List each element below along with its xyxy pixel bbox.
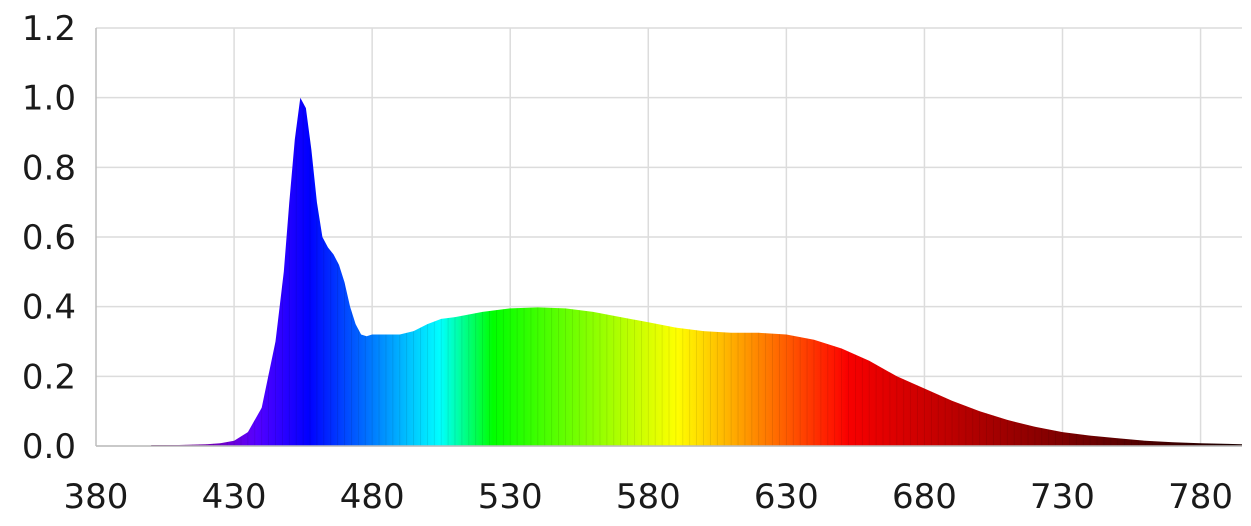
x-tick-label: 530 — [478, 477, 543, 517]
y-tick-label: 0.6 — [22, 218, 76, 258]
axes — [95, 28, 1242, 447]
y-tick-label: 1.2 — [22, 9, 76, 49]
spectrum-area — [151, 97, 1243, 446]
y-tick-label: 1.0 — [22, 79, 76, 119]
x-tick-label: 730 — [1030, 477, 1095, 517]
y-tick-labels: 0.0 0.2 0.4 0.6 0.8 1.0 1.2 — [22, 9, 76, 467]
y-tick-label: 0.0 — [22, 427, 76, 467]
x-tick-label: 380 — [64, 477, 129, 517]
x-tick-label: 680 — [892, 477, 957, 517]
y-tick-label: 0.2 — [22, 357, 76, 397]
x-tick-label: 780 — [1168, 477, 1233, 517]
x-tick-label: 480 — [340, 477, 405, 517]
x-tick-label: 580 — [616, 477, 681, 517]
x-tick-label: 430 — [202, 477, 267, 517]
y-tick-label: 0.8 — [22, 148, 76, 188]
x-tick-label: 630 — [754, 477, 819, 517]
x-tick-labels: 380 430 480 530 580 630 680 730 780 — [64, 477, 1233, 517]
y-tick-label: 0.4 — [22, 288, 76, 328]
